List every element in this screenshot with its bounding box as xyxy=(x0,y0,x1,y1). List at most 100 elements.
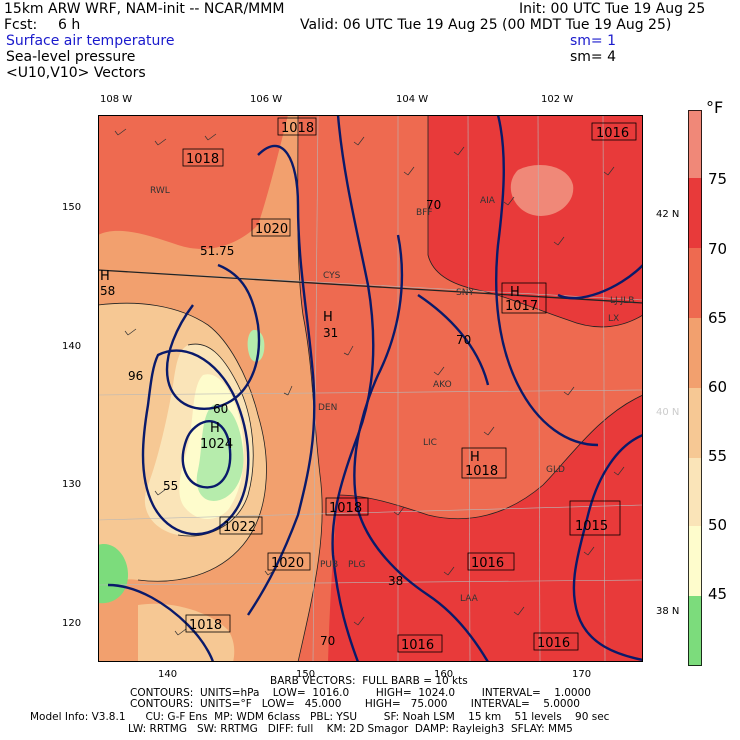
high-pressure-marker: H xyxy=(100,269,110,284)
isobar-label: 1016 xyxy=(537,636,570,651)
colorbar-swatch-55-60 xyxy=(688,388,702,458)
high-pressure-marker: H xyxy=(210,421,220,436)
temp-value-label: 70 xyxy=(320,634,335,648)
colorbar-label-45: 45 xyxy=(708,585,728,603)
colorbar-swatch-65-70 xyxy=(688,248,702,318)
colorbar-label-75: 75 xyxy=(708,170,728,188)
colorbar-label-60: 60 xyxy=(708,378,728,396)
model-physics-info: LW: RRTMG SW: RRTMG DIFF: full KM: 2D Sm… xyxy=(128,723,573,735)
colorbar-swatch-60-65 xyxy=(688,318,702,388)
colorbar-label-70: 70 xyxy=(708,240,728,258)
temp-fill-70-75-north xyxy=(428,115,643,327)
forecast-hour: 6 h xyxy=(58,17,81,33)
isobar-label: 1020 xyxy=(255,222,288,237)
station-label: AIA xyxy=(480,196,496,206)
isobar-label: 1016 xyxy=(596,126,629,141)
lon-label-106w: 106 W xyxy=(250,94,283,105)
station-label: BFF xyxy=(416,208,433,218)
colorbar-swatch-75-plus xyxy=(688,110,702,178)
colorbar-label-50: 50 xyxy=(708,516,728,534)
temperature-colorbar xyxy=(688,110,702,666)
isobar-label: 1018 xyxy=(189,618,222,633)
isobar-label: 1018 xyxy=(329,501,362,516)
isobar-label: 1018 xyxy=(281,121,314,136)
colorbar-swatch-45-50 xyxy=(688,526,702,596)
lat-label-38n: 38 N xyxy=(656,606,680,617)
station-label: LAA xyxy=(460,594,479,604)
grid-y-label-130: 130 xyxy=(62,479,82,490)
temperature-contour-info: CONTOURS: UNITS=°F LOW= 45.000 HIGH= 75.… xyxy=(130,698,580,710)
isobar-label: 1018 xyxy=(465,464,498,479)
colorbar-swatch-below-45 xyxy=(688,596,702,666)
lon-label-108w: 108 W xyxy=(100,94,133,105)
field-pressure: Sea-level pressure xyxy=(6,49,136,65)
lat-label-42n: 42 N xyxy=(656,209,680,220)
colorbar-label-55: 55 xyxy=(708,447,728,465)
isobar-label: 1015 xyxy=(575,519,608,534)
station-label: GLD xyxy=(546,465,565,475)
isobar-label: 1017 xyxy=(505,299,538,314)
temp-value-label: 55 xyxy=(163,479,178,493)
isobar-label: 1016 xyxy=(471,556,504,571)
field-temperature-smoothing: sm= 1 xyxy=(570,33,617,49)
station-label: DEN xyxy=(318,403,337,413)
weather-map: 1018 1018 1016 1020 H 1017 H 1018 1022 1… xyxy=(98,115,643,662)
field-temperature: Surface air temperature xyxy=(6,33,175,49)
station-label: PUB xyxy=(320,560,338,570)
valid-time: Valid: 06 UTC Tue 19 Aug 25 (00 MDT Tue … xyxy=(300,17,672,33)
colorbar-swatch-70-75 xyxy=(688,178,702,248)
isobar-label: 1024 xyxy=(200,437,233,452)
grid-x-label-150: 150 xyxy=(296,669,316,680)
lat-label-40n: 40 N xyxy=(656,407,680,418)
temp-value-label: 60 xyxy=(213,402,228,416)
field-pressure-smoothing: sm= 4 xyxy=(570,49,617,65)
temp-value-label: 31 xyxy=(323,326,338,340)
temp-value-label: 70 xyxy=(456,333,471,347)
high-pressure-marker: H xyxy=(510,285,520,300)
temp-value-label: 51.75 xyxy=(200,244,234,258)
forecast-label: Fcst: xyxy=(4,17,38,33)
temp-fill-75-plus xyxy=(510,165,574,216)
barb-legend: BARB VECTORS: FULL BARB = 10 kts xyxy=(270,675,468,687)
temp-fill-55-60-south xyxy=(138,603,235,662)
colorbar-label-65: 65 xyxy=(708,309,728,327)
temp-value-label: 70 xyxy=(426,198,441,212)
station-label: AKO xyxy=(433,380,452,390)
isobar-label: 1016 xyxy=(401,638,434,653)
lon-label-102w: 102 W xyxy=(541,94,574,105)
lon-label-104w: 104 W xyxy=(396,94,429,105)
high-pressure-marker: H xyxy=(470,450,480,465)
grid-x-label-170: 170 xyxy=(572,669,592,680)
model-info: Model Info: V3.8.1 CU: G-F Ens MP: WDM 6… xyxy=(30,711,610,723)
grid-y-label-120: 120 xyxy=(62,618,82,629)
field-wind-vectors: <U10,V10> Vectors xyxy=(6,65,146,81)
station-label: LIC xyxy=(423,438,437,448)
station-label: LJ JLB xyxy=(610,296,634,306)
map-frame xyxy=(98,115,643,662)
temp-value-label: 96 xyxy=(128,369,143,383)
temp-value-label: 38 xyxy=(388,574,403,588)
temp-fill-below-45 xyxy=(98,544,128,604)
station-label: PLG xyxy=(348,560,365,570)
grid-y-label-150: 150 xyxy=(62,202,82,213)
pressure-contour-info: CONTOURS: UNITS=hPa LOW= 1016.0 HIGH= 10… xyxy=(130,687,591,699)
colorbar-unit: °F xyxy=(706,98,724,117)
isobar-label: 1022 xyxy=(223,520,256,535)
temp-fill-45-green-north xyxy=(247,329,265,362)
colorbar-swatch-50-55 xyxy=(688,458,702,526)
isobar-label: 1020 xyxy=(271,556,304,571)
model-title: 15km ARW WRF, NAM-init -- NCAR/MMM xyxy=(4,1,285,17)
init-time: Init: 00 UTC Tue 19 Aug 25 xyxy=(519,1,706,17)
state-border-wy-co xyxy=(98,269,643,304)
station-label: CYS xyxy=(323,271,341,281)
isobars xyxy=(107,115,643,662)
station-label: SNY xyxy=(456,288,474,298)
high-pressure-marker: H xyxy=(323,310,333,325)
temp-fill-45-green xyxy=(196,404,244,501)
grid-x-label-140: 140 xyxy=(158,669,178,680)
isobar-label: 1018 xyxy=(186,152,219,167)
grid-x-label-160: 160 xyxy=(434,669,454,680)
grid-y-label-140: 140 xyxy=(62,341,82,352)
temp-value-label: 58 xyxy=(100,284,115,298)
temp-fill-65-70-northwest xyxy=(98,115,288,249)
